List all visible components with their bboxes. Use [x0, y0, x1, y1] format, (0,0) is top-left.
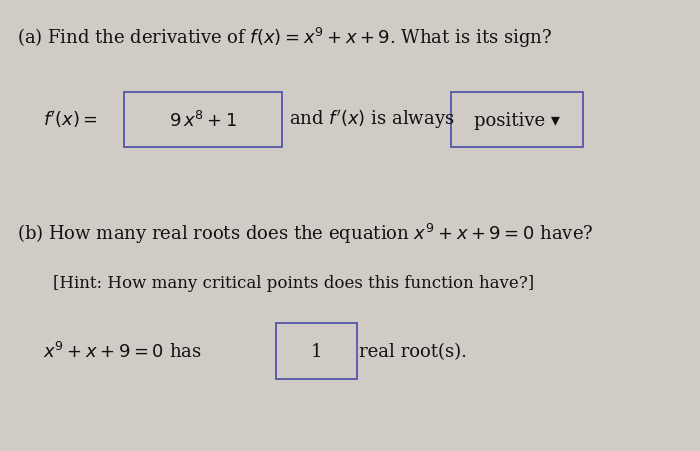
Text: and $f'(x)$ is always: and $f'(x)$ is always [289, 108, 454, 131]
FancyBboxPatch shape [276, 324, 357, 379]
Text: (a) Find the derivative of $f(x) = x^9 + x + 9$. What is its sign?: (a) Find the derivative of $f(x) = x^9 +… [17, 26, 552, 51]
Text: positive ▾: positive ▾ [474, 111, 560, 129]
Text: [Hint: How many critical points does this function have?]: [Hint: How many critical points does thi… [52, 274, 534, 291]
FancyBboxPatch shape [451, 93, 583, 148]
Text: $f'(x) =$: $f'(x) =$ [43, 109, 98, 130]
Text: $9\,x^8 + 1$: $9\,x^8 + 1$ [169, 110, 237, 130]
Text: 1: 1 [311, 342, 322, 360]
Text: real root(s).: real root(s). [358, 343, 467, 361]
Text: $x^9 + x + 9 = 0$ has: $x^9 + x + 9 = 0$ has [43, 342, 202, 362]
FancyBboxPatch shape [124, 93, 282, 148]
Text: (b) How many real roots does the equation $x^9 + x + 9 = 0$ have?: (b) How many real roots does the equatio… [17, 221, 594, 245]
